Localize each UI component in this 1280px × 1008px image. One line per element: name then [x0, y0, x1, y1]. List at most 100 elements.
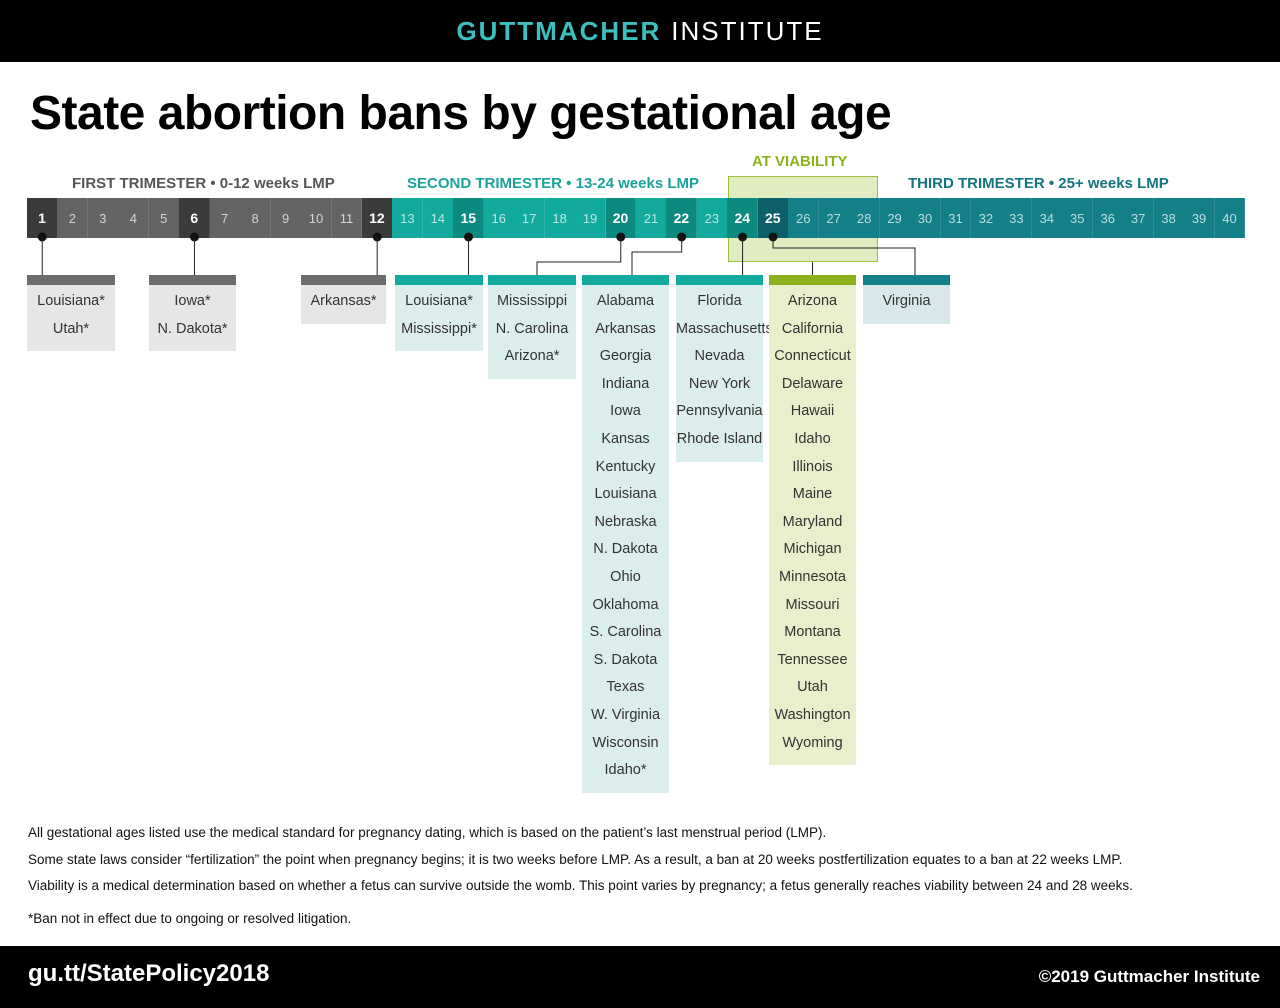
state-name: Louisiana* — [405, 293, 473, 309]
group-state-list: Florida Massachusetts Nevada New York Pennsy… — [676, 285, 773, 462]
state-name: Alabama — [596, 293, 655, 309]
week-36: 36 — [1092, 198, 1124, 238]
brand-name-bold: GUTTMACHER — [456, 15, 662, 46]
group-state-list: Louisiana* Mississippi* — [395, 285, 483, 352]
week-22: 22 — [666, 198, 698, 238]
week-35: 35 — [1062, 198, 1094, 238]
state-name: Pennsylvania — [676, 403, 763, 420]
state-name: Minnesota — [779, 568, 846, 585]
group-header-bar — [488, 275, 576, 285]
week-39: 39 — [1184, 198, 1216, 238]
week-26: 26 — [788, 198, 820, 238]
state-name: Iowa* — [174, 293, 211, 309]
week-15: 15 — [453, 198, 485, 238]
state-name: Arkansas* — [310, 293, 377, 309]
week-timeline: 1 2 3 4 5 6 7 8 9 10 11 12 13 14 15 16 17 18 19 20 21 22 23 24 2… — [27, 198, 1246, 238]
week-16: 16 — [483, 198, 515, 238]
week-9: 9 — [270, 198, 302, 238]
state-name: Texas — [606, 679, 645, 696]
week-37: 37 — [1123, 198, 1155, 238]
week-4: 4 — [118, 198, 150, 238]
week-13: 13 — [392, 198, 424, 238]
state-name: Wyoming — [782, 734, 843, 751]
state-name: Oklahoma — [592, 596, 659, 613]
group-header-bar — [769, 275, 856, 285]
header-bar: GUTTMACHER INSTITUTE — [0, 0, 1280, 62]
state-name: California — [781, 320, 844, 337]
group-header-bar — [27, 275, 115, 285]
state-name: Kansas — [601, 430, 650, 447]
state-name: S. Dakota — [593, 651, 658, 668]
state-name: Idaho — [794, 430, 831, 447]
state-name: Nebraska — [594, 513, 657, 530]
state-group-week-6: Iowa* N. Dakota* — [149, 275, 236, 352]
state-name: New York — [688, 375, 751, 392]
group-header-bar — [676, 275, 763, 285]
footer-bar: gu.tt/StatePolicy2018 ©2019 Guttmacher I… — [0, 946, 1280, 1008]
state-name: Connecticut — [774, 348, 851, 365]
state-name: Nevada — [694, 348, 745, 365]
state-name: Utah — [797, 679, 828, 696]
week-32: 32 — [970, 198, 1002, 238]
state-group-week-20: Mississippi N. Carolina Arizona* — [488, 275, 576, 379]
group-state-list: Arkansas* — [301, 285, 386, 324]
first-trimester-label: FIRST TRIMESTER • 0-12 weeks LMP — [72, 175, 335, 192]
week-7: 7 — [209, 198, 241, 238]
week-1: 1 — [27, 198, 58, 238]
state-name: Arizona — [787, 293, 838, 309]
state-name: N. Dakota — [593, 541, 658, 558]
week-19: 19 — [575, 198, 607, 238]
state-group-week-24: Florida Massachusetts Nevada New York Pennsy… — [676, 275, 773, 462]
note-lmp: All gestational ages listed use the medi… — [28, 825, 827, 840]
week-33: 33 — [1001, 198, 1033, 238]
footer-url[interactable]: gu.tt/StatePolicy2018 — [28, 960, 270, 987]
state-name: Illinois — [792, 458, 833, 475]
brand-logo: GUTTMACHER INSTITUTE — [456, 16, 823, 47]
week-12: 12 — [361, 198, 393, 238]
state-name: Rhode Island — [676, 430, 763, 447]
week-28: 28 — [849, 198, 881, 238]
group-state-list: Mississippi N. Carolina Arizona* — [488, 285, 576, 379]
week-31: 31 — [940, 198, 972, 238]
state-name: Washington — [774, 706, 851, 723]
week-17: 17 — [514, 198, 546, 238]
week-40: 40 — [1214, 198, 1246, 238]
note-viability: Viability is a medical determination bas… — [28, 878, 1133, 893]
state-name: Arizona* — [504, 348, 560, 365]
state-name: Tennessee — [777, 651, 848, 668]
state-name: Idaho* — [604, 762, 647, 779]
state-name: Iowa — [610, 403, 641, 420]
state-name: Mississippi* — [401, 320, 477, 337]
week-20: 20 — [605, 198, 637, 238]
state-name: Maryland — [782, 513, 843, 530]
state-group-week-1: Louisiana* Utah* — [27, 275, 115, 352]
state-name: Louisiana* — [37, 293, 105, 309]
week-34: 34 — [1031, 198, 1063, 238]
third-trimester-label: THIRD TRIMESTER • 25+ weeks LMP — [908, 175, 1169, 192]
state-group-week-22: Alabama Arkansas Georgia Indiana Iowa Kansas K… — [582, 275, 669, 793]
state-name: Montana — [784, 624, 841, 641]
week-27: 27 — [818, 198, 850, 238]
state-name: Florida — [697, 293, 742, 309]
state-name: Michigan — [783, 541, 842, 558]
state-group-week-12: Arkansas* — [301, 275, 386, 324]
week-8: 8 — [240, 198, 272, 238]
state-name: S. Carolina — [589, 624, 662, 641]
week-3: 3 — [87, 198, 119, 238]
group-state-list: Virginia — [863, 285, 950, 324]
week-23: 23 — [696, 198, 728, 238]
week-30: 30 — [910, 198, 941, 238]
state-group-week-viability: Arizona California Connecticut Delaware Hawa… — [769, 275, 856, 766]
week-29: 29 — [879, 198, 911, 238]
state-name: Delaware — [781, 375, 844, 392]
state-name: Georgia — [599, 348, 652, 365]
state-group-week-25: Virginia — [863, 275, 950, 324]
group-header-bar — [149, 275, 236, 285]
week-21: 21 — [636, 198, 667, 238]
group-header-bar — [301, 275, 386, 285]
state-name: Indiana — [601, 375, 650, 392]
state-name: Missouri — [785, 596, 840, 613]
state-name: Maine — [792, 486, 833, 503]
state-name: Hawaii — [790, 403, 835, 420]
viability-label: AT VIABILITY — [752, 153, 848, 170]
